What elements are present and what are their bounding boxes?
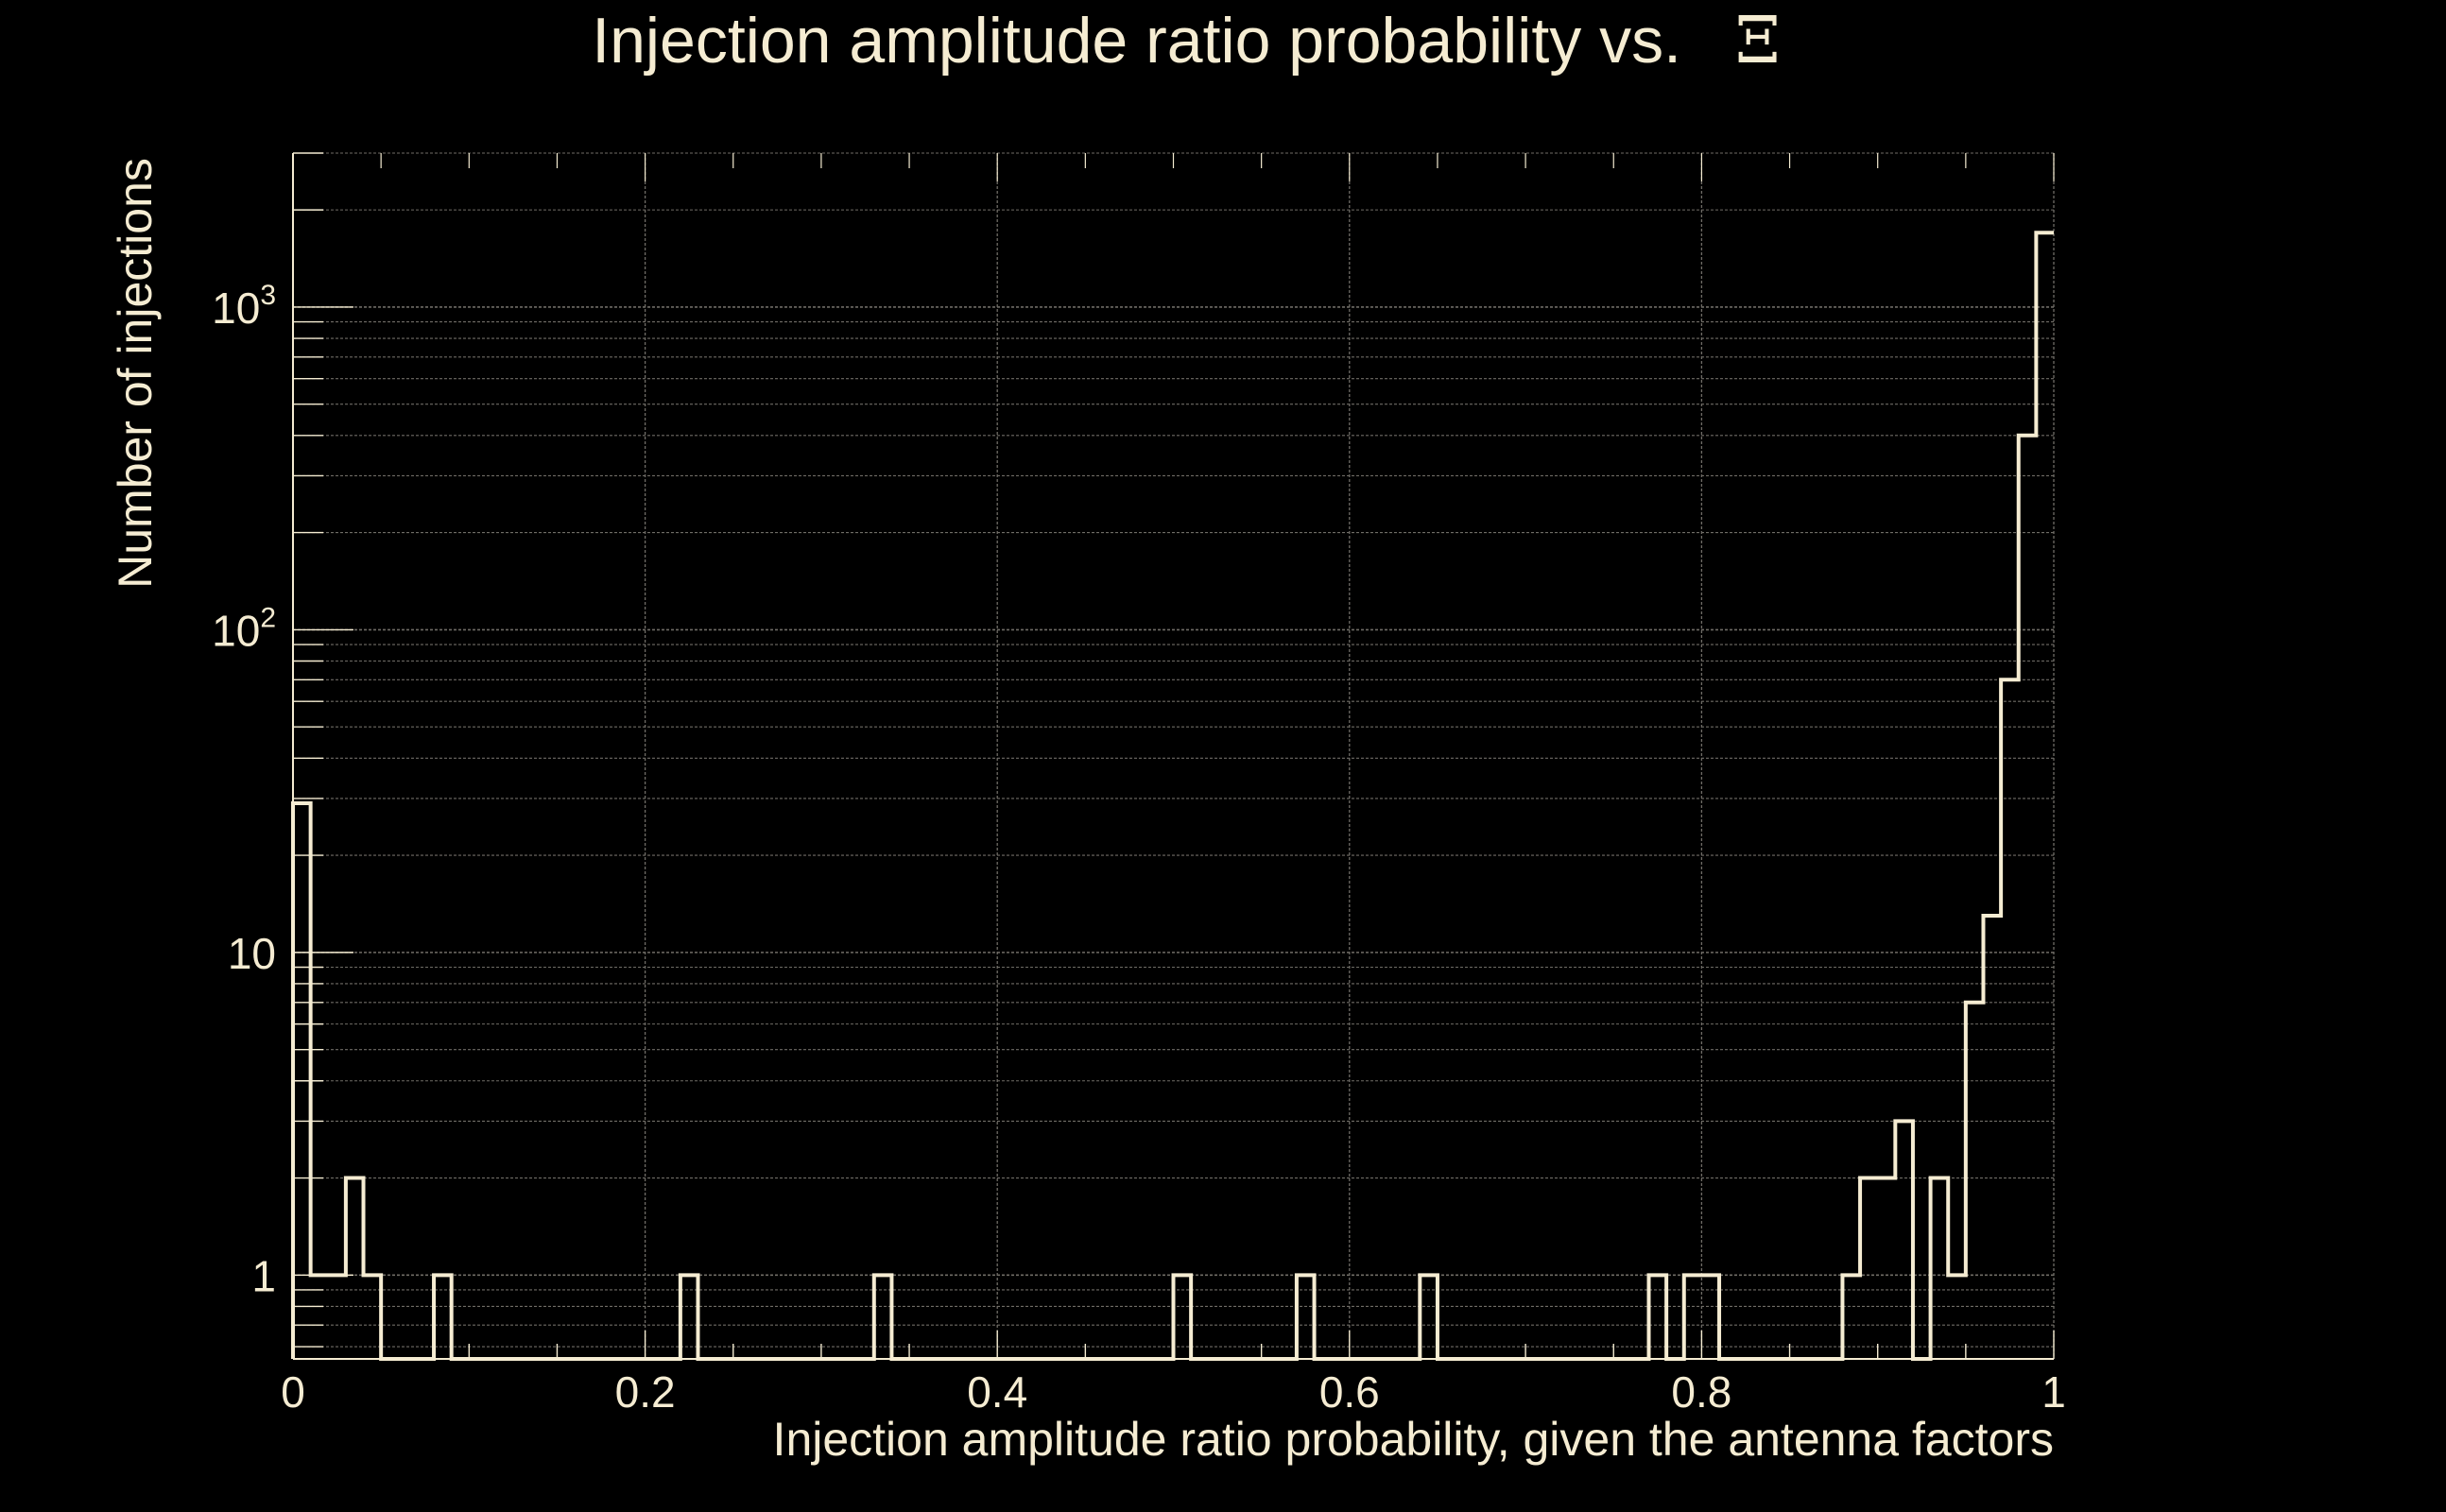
histogram-bin xyxy=(2001,679,2019,1359)
histogram-outline xyxy=(291,231,2054,1361)
histogram-bin xyxy=(680,1275,698,1359)
histogram-bin xyxy=(1649,1275,1667,1359)
histogram-bin xyxy=(1948,1275,1966,1359)
histogram-bin xyxy=(364,1275,382,1359)
histogram-bin xyxy=(874,1275,892,1359)
y-tick-label: 102 xyxy=(212,602,276,655)
y-tick-label-base: 10 xyxy=(212,284,260,333)
y-tick-label: 103 xyxy=(212,280,276,333)
histogram-bin xyxy=(1842,1275,1860,1359)
histogram-bin xyxy=(1684,1275,1702,1359)
histogram-bin xyxy=(328,1275,346,1359)
y-tick-label-exponent: 2 xyxy=(260,602,276,633)
x-tick-label: 0.8 xyxy=(1671,1367,1731,1417)
y-tick-label-base: 10 xyxy=(228,929,276,978)
histogram-bin xyxy=(1878,1178,1896,1359)
histogram-bin xyxy=(1860,1178,1878,1359)
x-tick-label: 0.6 xyxy=(1319,1367,1380,1417)
histogram-bin xyxy=(1983,916,2001,1359)
histogram-bin xyxy=(434,1275,452,1359)
histogram-bin xyxy=(1966,1003,1984,1359)
y-tick-label: 10 xyxy=(228,929,276,978)
y-axis-label: Number of injections xyxy=(109,158,162,589)
x-tick-label: 1 xyxy=(2041,1367,2066,1417)
y-tick-label-base: 1 xyxy=(251,1251,276,1300)
histogram-bin xyxy=(346,1178,364,1359)
x-tick-label: 0.2 xyxy=(615,1367,676,1417)
histogram-bin xyxy=(1701,1275,1719,1359)
x-tick-label: 0.4 xyxy=(967,1367,1027,1417)
histogram-bin xyxy=(2019,436,2037,1359)
histogram-bin xyxy=(1420,1275,1438,1359)
y-tick-label-exponent: 3 xyxy=(260,280,276,311)
chart-title-symbol: Ξ xyxy=(1735,4,1781,78)
histogram xyxy=(291,231,2054,1361)
histogram-bin xyxy=(1174,1275,1192,1359)
x-axis-label: Injection amplitude ratio probability, g… xyxy=(773,1413,2054,1466)
chart-title: Injection amplitude ratio probability vs… xyxy=(592,4,1781,78)
histogram-bin xyxy=(1931,1178,1949,1359)
grid-lines xyxy=(292,152,2055,1359)
histogram-bin xyxy=(2036,232,2054,1359)
y-tick-label: 1 xyxy=(251,1251,276,1300)
y-tick-label-base: 10 xyxy=(212,606,260,655)
chart-title-text: Injection amplitude ratio probability vs… xyxy=(592,5,1681,77)
histogram-bin xyxy=(293,803,311,1359)
histogram-bin xyxy=(1895,1121,1913,1359)
histogram-bin xyxy=(311,1275,329,1359)
histogram-bin xyxy=(1297,1275,1315,1359)
x-tick-label: 0 xyxy=(281,1367,305,1417)
